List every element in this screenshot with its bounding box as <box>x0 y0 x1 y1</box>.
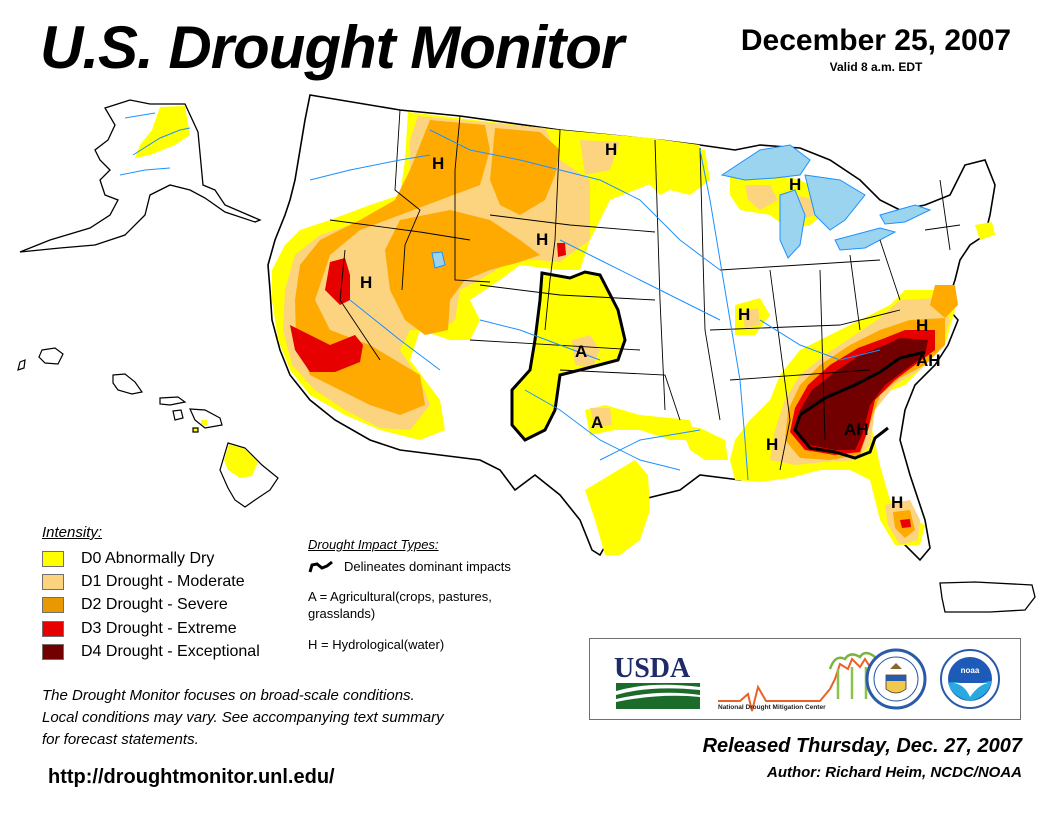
legend-swatch-d4 <box>42 644 64 660</box>
legend-item-d0: D0 Abnormally Dry <box>42 549 214 569</box>
intensity-legend-heading: Intensity: <box>42 524 103 541</box>
partner-logos: USDA National Drought Mitigation Center … <box>589 638 1021 720</box>
drought-map: H H H H H H H A AH A AH H H <box>17 94 1036 613</box>
impact-types-heading: Drought Impact Types: <box>308 537 439 552</box>
noaa-logo: noaa <box>940 649 1000 709</box>
legend-label: D3 Drought - Extreme <box>81 620 237 637</box>
legend-label: D4 Drought - Exceptional <box>81 643 260 660</box>
legend-label: D0 Abnormally Dry <box>81 550 215 567</box>
alaska-outline <box>19 99 262 253</box>
map-label-h: H <box>916 316 928 335</box>
website-link[interactable]: http://droughtmonitor.unl.edu/ <box>48 766 335 788</box>
il-d1 <box>742 308 760 328</box>
note-line: The Drought Monitor focuses on broad-sca… <box>42 687 415 704</box>
legend-label: D1 Drought - Moderate <box>81 573 245 590</box>
plains-d0 <box>512 272 625 440</box>
impact-line-legend: Delineates dominant impacts <box>308 559 511 574</box>
valid-time: Valid 8 a.m. EDT <box>829 60 923 74</box>
west-d3-nv <box>325 258 350 305</box>
drought-southeast <box>730 285 958 545</box>
ok-d0 <box>585 405 695 440</box>
note-line: for forecast statements. <box>42 731 199 748</box>
map-label-ah: AH <box>916 351 941 370</box>
page-title: U.S. Drought Monitor <box>40 14 624 81</box>
ok-d1 <box>590 408 612 428</box>
note-line: Local conditions may vary. See accompany… <box>42 709 444 726</box>
map-labels: H H H H H H H A AH A AH H H <box>360 140 941 512</box>
impact-line-southeast <box>793 350 926 460</box>
impact-line-plains <box>510 270 627 442</box>
map-label-h: H <box>891 493 903 512</box>
usda-logo: USDA <box>614 653 700 709</box>
nd-d1 <box>580 140 620 175</box>
lake-ontario <box>879 204 932 225</box>
west-d3-wy <box>557 243 566 257</box>
legend-swatch-d1 <box>42 574 64 590</box>
map-label-a: A <box>591 413 603 432</box>
release-date: Released Thursday, Dec. 27, 2007 <box>702 735 1022 757</box>
impact-line-label: Delineates dominant impacts <box>344 559 511 574</box>
west-d3-ca <box>290 325 363 372</box>
drought-plains <box>510 270 728 555</box>
alaska <box>19 99 262 253</box>
noaa-logo-text: noaa <box>961 666 980 675</box>
legend-label: D2 Drought - Severe <box>81 596 228 613</box>
map-date: December 25, 2007 <box>740 24 1012 57</box>
west-d2-center <box>385 210 540 335</box>
ndmc-logo-text: National Drought Mitigation Center <box>718 704 826 711</box>
ne-d0 <box>975 222 995 240</box>
plains-d1 <box>572 335 600 368</box>
fl-d3 <box>900 519 911 528</box>
great-salt-lake <box>431 251 446 269</box>
drought-west <box>272 112 660 440</box>
doc-seal <box>865 648 927 710</box>
map-label-h: H <box>536 230 548 249</box>
impact-agricultural-cont: grasslands) <box>308 606 376 621</box>
rivers <box>309 129 881 481</box>
impact-line-icon <box>308 560 333 572</box>
map-label-a: A <box>575 342 587 361</box>
ar-d0 <box>680 425 728 460</box>
alaska-river <box>119 112 191 176</box>
great-lakes <box>431 144 932 269</box>
state-borders <box>329 109 961 471</box>
author: Author: Richard Heim, NCDC/NOAA <box>766 764 1022 781</box>
legend-swatch-d3 <box>42 621 64 637</box>
map-label-h: H <box>432 154 444 173</box>
legend-item-d2: D2 Drought - Severe <box>42 595 228 615</box>
map-label-h: H <box>738 305 750 324</box>
lake-michigan <box>779 189 806 259</box>
lake-huron <box>804 174 866 231</box>
west-d2-montana <box>490 128 560 215</box>
logos-svg: USDA National Drought Mitigation Center … <box>614 648 1000 712</box>
lake-superior <box>720 144 811 181</box>
md-d1 <box>930 285 958 318</box>
map-label-h: H <box>766 435 778 454</box>
map-label-ah: AH <box>844 420 869 439</box>
map-label-h: H <box>605 140 617 159</box>
legend-swatch-d0 <box>42 551 64 567</box>
legend-item-d1: D1 Drought - Moderate <box>42 572 245 592</box>
hawaii <box>17 347 279 508</box>
usda-logo-text: USDA <box>614 653 691 684</box>
impact-agricultural: A = Agricultural(crops, pastures, <box>308 589 492 604</box>
impact-hydrological: H = Hydrological(water) <box>308 637 445 652</box>
ndmc-logo: National Drought Mitigation Center <box>718 651 880 712</box>
legend-item-d3: D3 Drought - Extreme <box>42 619 237 639</box>
se-d4 <box>795 338 928 450</box>
map-label-h: H <box>789 175 801 194</box>
disclaimer-note: The Drought Monitor focuses on broad-sca… <box>42 685 572 751</box>
map-label-h: H <box>360 273 372 292</box>
tx-d0 <box>585 460 650 555</box>
puerto-rico <box>939 581 1036 613</box>
mn-d0 <box>650 145 710 195</box>
legend-swatch-d2 <box>42 597 64 613</box>
legend-item-d4: D4 Drought - Exceptional <box>42 642 260 662</box>
